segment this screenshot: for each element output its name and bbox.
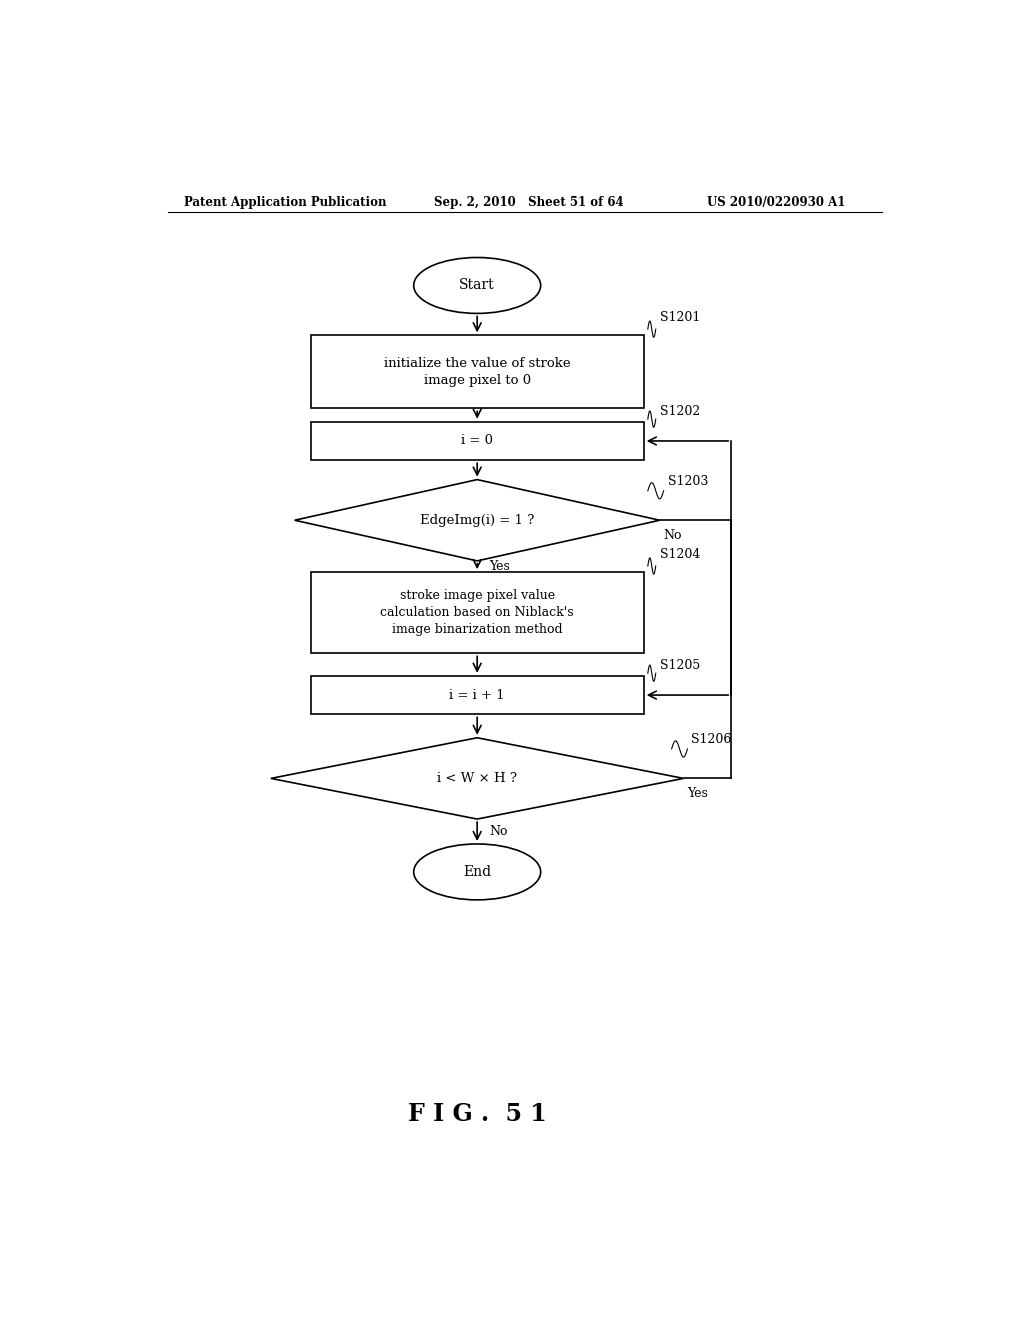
Text: End: End bbox=[463, 865, 492, 879]
Text: i = 0: i = 0 bbox=[461, 434, 494, 447]
Text: Start: Start bbox=[460, 279, 495, 293]
Text: initialize the value of stroke
image pixel to 0: initialize the value of stroke image pix… bbox=[384, 356, 570, 387]
Text: Yes: Yes bbox=[687, 787, 709, 800]
Bar bbox=[310, 676, 644, 714]
Bar bbox=[310, 421, 644, 461]
Bar bbox=[310, 572, 644, 653]
Text: Yes: Yes bbox=[489, 560, 510, 573]
Text: i = i + 1: i = i + 1 bbox=[450, 689, 505, 701]
Text: No: No bbox=[489, 825, 508, 838]
Text: EdgeImg(i) = 1 ?: EdgeImg(i) = 1 ? bbox=[420, 513, 535, 527]
Text: i < W × H ?: i < W × H ? bbox=[437, 772, 517, 785]
Text: No: No bbox=[664, 529, 682, 543]
Text: S1205: S1205 bbox=[659, 659, 700, 672]
Text: Patent Application Publication: Patent Application Publication bbox=[183, 195, 386, 209]
Text: S1203: S1203 bbox=[668, 475, 708, 488]
Text: S1201: S1201 bbox=[659, 312, 700, 325]
Text: S1206: S1206 bbox=[691, 734, 732, 746]
Text: stroke image pixel value
calculation based on Niblack's
image binarization metho: stroke image pixel value calculation bas… bbox=[380, 589, 574, 636]
Text: F I G .  5 1: F I G . 5 1 bbox=[408, 1102, 547, 1126]
Bar bbox=[310, 335, 644, 408]
Text: S1204: S1204 bbox=[659, 548, 700, 561]
Text: US 2010/0220930 A1: US 2010/0220930 A1 bbox=[708, 195, 846, 209]
Text: Sep. 2, 2010   Sheet 51 of 64: Sep. 2, 2010 Sheet 51 of 64 bbox=[433, 195, 624, 209]
Text: S1202: S1202 bbox=[659, 405, 700, 418]
